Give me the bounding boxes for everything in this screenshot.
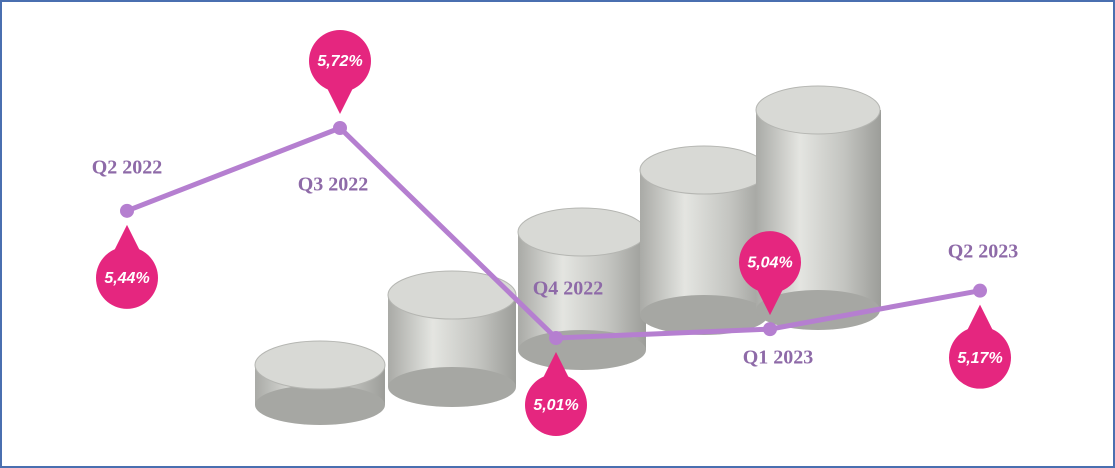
pin (543, 352, 569, 378)
coin-stack (254, 340, 386, 425)
pin (757, 289, 783, 316)
category-label: Q1 2023 (743, 347, 814, 369)
category-label: Q2 2022 (92, 156, 163, 178)
pin (967, 304, 993, 331)
category-label: Q2 2023 (948, 240, 1019, 262)
point (333, 121, 347, 135)
category-label: Q4 2022 (533, 278, 604, 300)
coin-stack (639, 145, 769, 335)
point (763, 322, 777, 337)
pin (525, 374, 587, 436)
point (973, 283, 987, 298)
value-label: 5,44% (104, 270, 149, 287)
pin (327, 88, 353, 114)
value-label: 5,17% (957, 350, 1002, 367)
coin-stacks (254, 85, 881, 425)
pin (739, 231, 801, 294)
value-label: 5,01% (533, 397, 578, 414)
point (549, 331, 563, 345)
value-label: 5,72% (317, 53, 362, 70)
category-label: Q3 2022 (298, 174, 369, 196)
point (120, 203, 134, 218)
pin (114, 224, 140, 251)
pin (309, 30, 371, 92)
value-label: 5,04% (747, 254, 792, 271)
coin-stack (755, 85, 881, 330)
pin (949, 326, 1011, 389)
pin (96, 246, 158, 309)
coin-stack (387, 270, 517, 407)
